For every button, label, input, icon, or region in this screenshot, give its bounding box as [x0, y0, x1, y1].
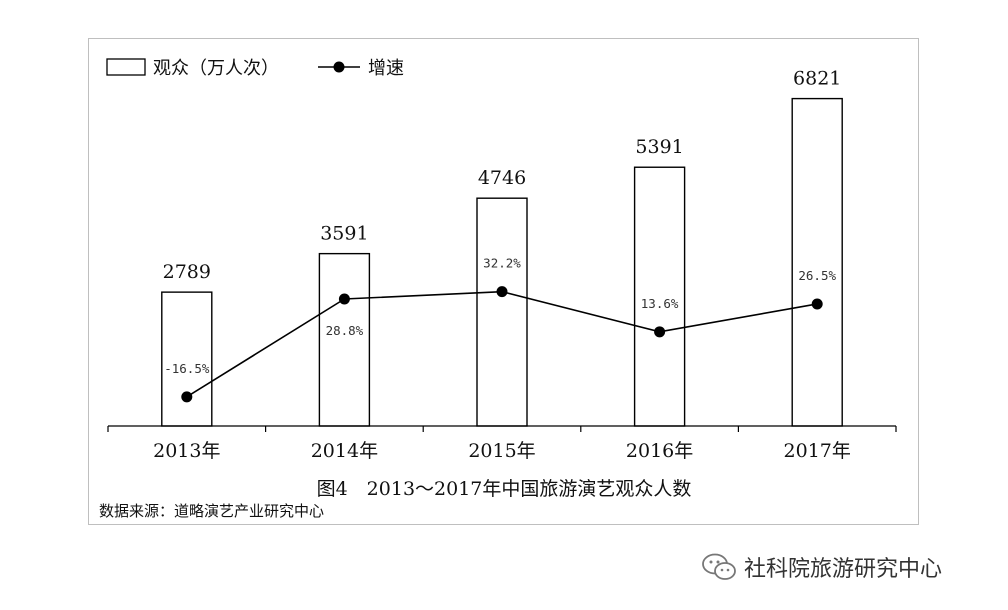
bar-value-label: 2789 [163, 261, 211, 283]
x-tick-label: 2014年 [311, 440, 378, 462]
bar [161, 291, 213, 427]
x-tick-label: 2016年 [626, 440, 693, 462]
growth-line: -16.5% 28.8% 32.2% 13.6% 26.5% [164, 256, 836, 403]
bar-value-label: 6821 [793, 68, 841, 90]
x-axis: 2013年 2014年 2015年 2016年 2017年 [107, 425, 897, 462]
growth-data-label: 28.8% [326, 323, 364, 338]
bar-value-label: 3591 [320, 223, 368, 245]
growth-point [338, 293, 350, 305]
x-tick-label: 2015年 [468, 440, 535, 462]
x-tick-label: 2017年 [784, 440, 851, 462]
growth-point [496, 286, 508, 298]
bar [791, 97, 843, 427]
growth-data-label: 13.6% [641, 296, 679, 311]
growth-point [181, 391, 193, 403]
bar-value-label: 5391 [635, 136, 683, 158]
legend-line-marker [333, 61, 345, 73]
growth-data-label: -16.5% [164, 361, 210, 376]
wechat-icon [702, 553, 736, 580]
watermark-text: 社科院旅游研究中心 [744, 557, 943, 582]
bar [318, 252, 371, 427]
legend-bar-label: 观众（万人次） [153, 58, 279, 79]
legend-bar-swatch [106, 58, 146, 76]
growth-data-label: 32.2% [483, 256, 521, 271]
legend: 观众（万人次） 增速 [106, 58, 404, 79]
legend-line-label: 增速 [368, 58, 404, 79]
watermark: 社科院旅游研究中心 [700, 551, 942, 583]
growth-data-label: 26.5% [798, 268, 836, 283]
bar-labels: 2789 3591 4746 5391 6821 [163, 68, 842, 284]
bar [476, 197, 528, 427]
x-tick-label: 2013年 [153, 440, 220, 462]
bar-value-label: 4746 [478, 167, 526, 189]
growth-point [654, 326, 666, 338]
data-source: 数据来源：道略演艺产业研究中心 [99, 502, 325, 520]
chart-caption: 图4 2013～2017年中国旅游演艺观众人数 [316, 478, 692, 500]
bars [161, 97, 843, 427]
growth-point [811, 298, 823, 310]
